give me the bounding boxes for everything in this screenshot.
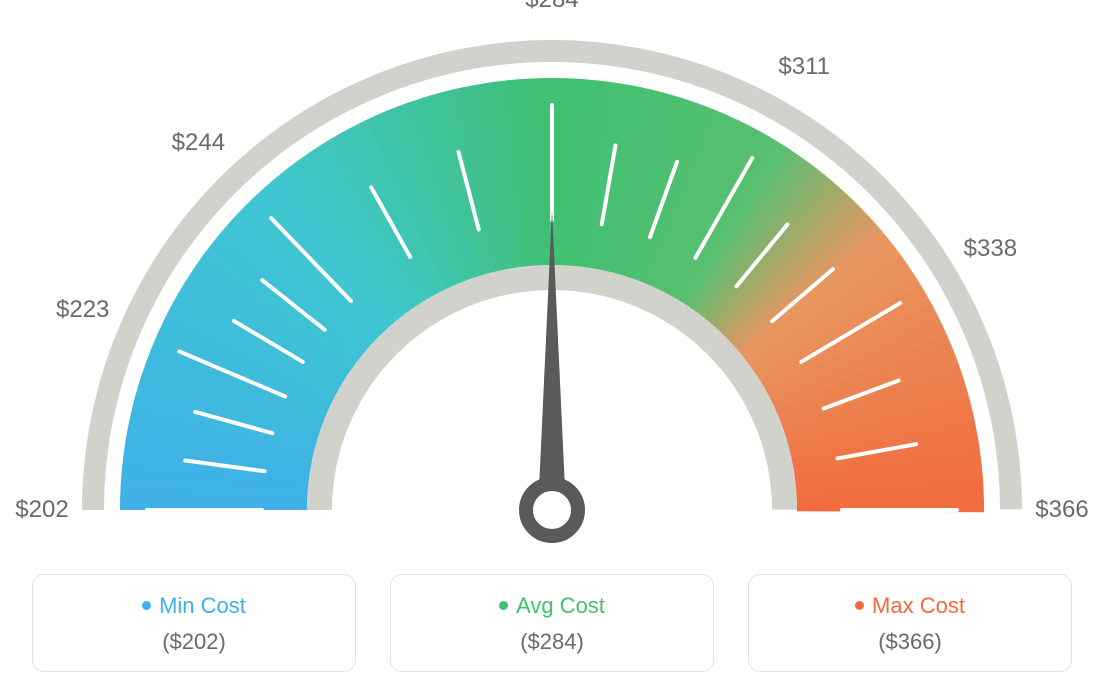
gauge-svg <box>0 0 1104 560</box>
legend-avg-label: Avg Cost <box>516 593 605 618</box>
legend-row: Min Cost ($202) Avg Cost ($284) Max Cost… <box>0 574 1104 672</box>
legend-max-value: ($366) <box>759 629 1061 655</box>
legend-max-label: Max Cost <box>872 593 965 618</box>
gauge-tick-label: $284 <box>525 0 578 14</box>
legend-card-min: Min Cost ($202) <box>32 574 356 672</box>
gauge-chart: $202 $223 $244 $284 $311 $338 $366 <box>0 0 1104 560</box>
legend-min-dot <box>142 601 151 610</box>
legend-min-label: Min Cost <box>159 593 246 618</box>
legend-max-title: Max Cost <box>759 593 1061 619</box>
legend-avg-dot <box>499 601 508 610</box>
gauge-tick-label: $366 <box>1035 496 1088 524</box>
legend-card-avg: Avg Cost ($284) <box>390 574 714 672</box>
legend-card-max: Max Cost ($366) <box>748 574 1072 672</box>
legend-min-title: Min Cost <box>43 593 345 619</box>
gauge-tick-label: $223 <box>56 296 109 324</box>
legend-max-dot <box>855 601 864 610</box>
legend-avg-title: Avg Cost <box>401 593 703 619</box>
gauge-needle-hub <box>526 484 578 536</box>
gauge-tick-label: $202 <box>15 496 68 524</box>
gauge-tick-label: $311 <box>778 53 830 81</box>
gauge-tick-label: $338 <box>964 235 1017 263</box>
legend-avg-value: ($284) <box>401 629 703 655</box>
gauge-tick-label: $244 <box>172 129 225 157</box>
legend-min-value: ($202) <box>43 629 345 655</box>
